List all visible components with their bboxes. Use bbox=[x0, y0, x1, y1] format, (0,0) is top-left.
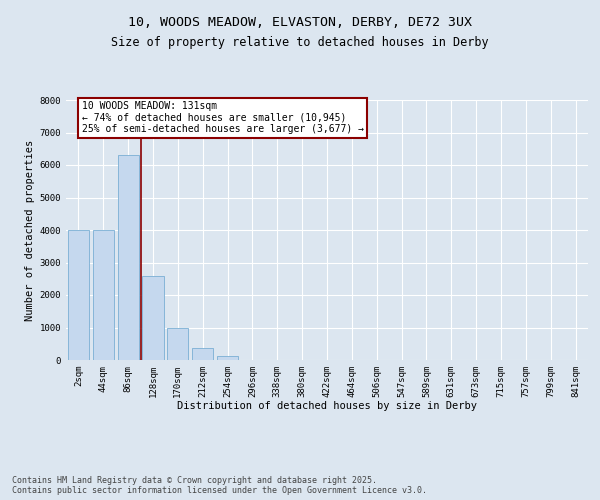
X-axis label: Distribution of detached houses by size in Derby: Distribution of detached houses by size … bbox=[177, 402, 477, 411]
Text: 10 WOODS MEADOW: 131sqm
← 74% of detached houses are smaller (10,945)
25% of sem: 10 WOODS MEADOW: 131sqm ← 74% of detache… bbox=[82, 102, 364, 134]
Text: 10, WOODS MEADOW, ELVASTON, DERBY, DE72 3UX: 10, WOODS MEADOW, ELVASTON, DERBY, DE72 … bbox=[128, 16, 472, 29]
Text: Size of property relative to detached houses in Derby: Size of property relative to detached ho… bbox=[111, 36, 489, 49]
Bar bbox=[217, 356, 238, 360]
Bar bbox=[68, 230, 89, 360]
Y-axis label: Number of detached properties: Number of detached properties bbox=[25, 140, 35, 320]
Bar bbox=[118, 155, 139, 360]
Bar bbox=[192, 348, 213, 360]
Bar bbox=[93, 230, 114, 360]
Text: Contains HM Land Registry data © Crown copyright and database right 2025.
Contai: Contains HM Land Registry data © Crown c… bbox=[12, 476, 427, 495]
Bar bbox=[167, 328, 188, 360]
Bar bbox=[142, 276, 164, 360]
